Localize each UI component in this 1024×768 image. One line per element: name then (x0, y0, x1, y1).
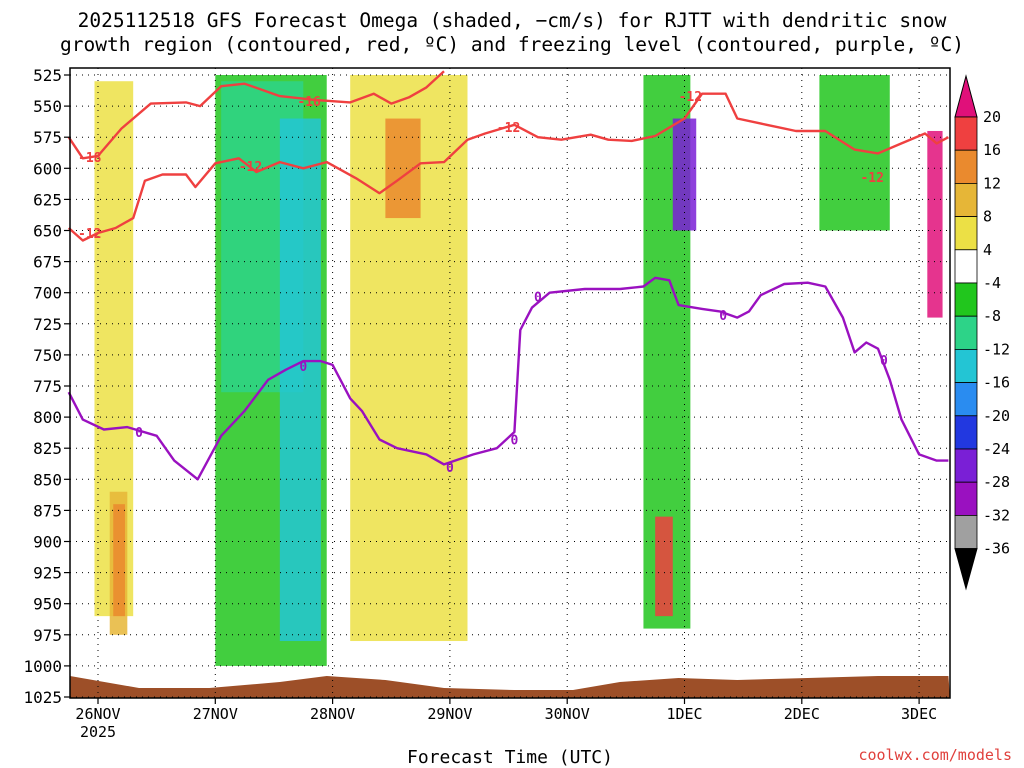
contour-label-9: 0 (446, 461, 454, 476)
colorbar-label-10: -24 (983, 440, 1010, 458)
y-tick-label-10: 775 (33, 377, 62, 396)
x-tick-label-3: 29NOV (427, 705, 472, 723)
y-tick-label-1: 550 (33, 97, 62, 116)
contour-label-11: 0 (534, 290, 542, 305)
y-tick-label-3: 600 (33, 159, 62, 178)
colorbar-swatch-5 (954, 249, 978, 284)
colorbar-swatch-9 (954, 382, 978, 417)
colorbar-label-2: 12 (983, 174, 1001, 192)
colorbar-swatch-12 (954, 481, 978, 516)
year-label: 2025 (80, 723, 116, 741)
colorbar-top-triangle (954, 74, 978, 118)
y-tick-label-14: 875 (33, 501, 62, 520)
chart-title-line1: 2025112518 GFS Forecast Omega (shaded, −… (78, 9, 947, 32)
contour-label-12: 0 (719, 309, 727, 324)
contour-label-1: -16 (297, 95, 321, 110)
colorbar-swatch-3 (954, 182, 978, 217)
contour-lines (67, 70, 949, 481)
y-tick-label-9: 750 (33, 346, 62, 365)
y-tick-label-2: 575 (33, 128, 62, 147)
omega-shading (94, 75, 943, 666)
chart-title-line2: growth region (contoured, red, ºC) and f… (60, 33, 964, 56)
colorbar-label-9: -20 (983, 407, 1010, 425)
colorbar-label-11: -28 (983, 473, 1010, 491)
x-axis: 26NOV 27NOV 28NOV 29NOV 30NOV 1DEC 2DEC 3DEC (75, 698, 937, 723)
contour-label-2: -12 (78, 227, 101, 242)
contour-0 (67, 70, 445, 160)
colorbar-swatch-8 (954, 348, 978, 383)
y-axis: 525 550 575 600 625 650 675 700 725 750 775 800 825 8… (23, 66, 70, 707)
x-tick-label-5: 1DEC (666, 705, 702, 723)
colorbar-label-0: 20 (983, 108, 1001, 126)
y-tick-label-16: 925 (33, 564, 62, 583)
y-tick-label-11: 800 (33, 408, 62, 427)
colorbar-label-7: -12 (983, 340, 1010, 358)
terrain-layer (70, 676, 950, 698)
colorbar-label-4: 4 (983, 241, 992, 259)
plot-frame (69, 67, 951, 699)
colorbar-swatch-1 (954, 116, 978, 151)
y-tick-label-8: 725 (33, 315, 62, 334)
y-tick-label-13: 850 (33, 470, 62, 489)
contour-label-13: 0 (880, 354, 888, 369)
colorbar-swatch-11 (954, 448, 978, 483)
x-tick-label-6: 2DEC (784, 705, 820, 723)
x-axis-title: Forecast Time (UTC) (407, 747, 613, 768)
y-tick-label-12: 825 (33, 439, 62, 458)
colorbar-swatch-13 (954, 515, 978, 550)
x-tick-label-0: 26NOV (75, 705, 120, 723)
colorbar-label-3: 8 (983, 208, 992, 226)
colorbar-swatch-7 (954, 315, 978, 350)
omega-region-9 (672, 118, 697, 231)
contour-label-3: -12 (239, 160, 262, 175)
colorbar-label-12: -32 (983, 506, 1010, 524)
credit-link[interactable]: coolwx.com/models (858, 746, 1012, 764)
x-tick-label-2: 28NOV (310, 705, 355, 723)
y-tick-label-7: 700 (33, 284, 62, 303)
y-tick-label-4: 625 (33, 190, 62, 209)
colorbar-bottom-triangle (954, 548, 978, 591)
omega-region-5 (279, 118, 321, 642)
y-tick-label-19: 1000 (23, 657, 62, 676)
contour-label-4: -12 (497, 121, 520, 136)
colorbar-swatch-10 (954, 415, 978, 450)
contour-label-10: 0 (511, 433, 519, 448)
contour-label-6: -12 (860, 171, 883, 186)
colorbar-label-13: -36 (983, 540, 1010, 558)
colorbar-label-6: -8 (983, 307, 1001, 325)
colorbar-label-8: -16 (983, 374, 1010, 392)
terrain-band (70, 676, 950, 698)
y-tick-label-17: 950 (33, 595, 62, 614)
contour-labels: -18 -16 -12 -12 -12 -12 -12 0 0 0 0 0 0 0 (78, 90, 888, 476)
colorbar-swatch-2 (954, 149, 978, 184)
omega-region-2 (113, 504, 125, 617)
x-tick-label-7: 3DEC (901, 705, 937, 723)
contour-label-7: 0 (135, 426, 143, 441)
contour-label-5: -12 (679, 90, 702, 105)
colorbar-label-1: 16 (983, 141, 1001, 159)
y-tick-label-15: 900 (33, 533, 62, 552)
y-tick-label-0: 525 (33, 66, 62, 85)
y-tick-label-6: 675 (33, 253, 62, 272)
colorbar-swatch-4 (954, 216, 978, 251)
x-tick-label-1: 27NOV (193, 705, 238, 723)
y-tick-label-5: 650 (33, 222, 62, 241)
omega-region-12 (927, 130, 943, 318)
grid-lines (70, 68, 950, 698)
colorbar-label-5: -4 (983, 274, 1001, 292)
contour-label-0: -18 (78, 151, 102, 166)
y-tick-label-20: 1025 (23, 688, 62, 707)
y-tick-label-18: 975 (33, 626, 62, 645)
contour-2 (67, 276, 949, 481)
contour-1 (67, 92, 949, 242)
omega-region-10 (655, 516, 673, 617)
colorbar-swatch-6 (954, 282, 978, 317)
contour-label-8: 0 (299, 360, 307, 375)
colorbar: 20 16 12 8 4 -4 -8 -12 -16 -20 -24 -28 -32 -36 (954, 74, 1010, 591)
x-tick-label-4: 30NOV (545, 705, 590, 723)
